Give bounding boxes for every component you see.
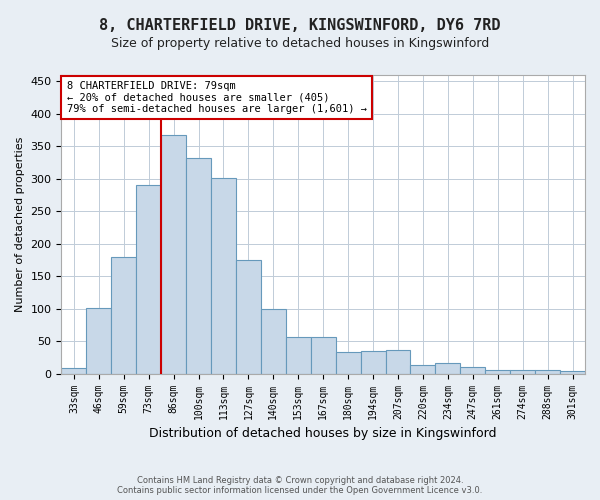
Bar	[261, 309, 286, 374]
Text: 8, CHARTERFIELD DRIVE, KINGSWINFORD, DY6 7RD: 8, CHARTERFIELD DRIVE, KINGSWINFORD, DY6…	[99, 18, 501, 32]
Y-axis label: Number of detached properties: Number of detached properties	[15, 136, 25, 312]
Bar	[236, 260, 261, 374]
Text: Size of property relative to detached houses in Kingswinford: Size of property relative to detached ho…	[111, 38, 489, 51]
Bar	[61, 368, 86, 374]
Bar	[136, 186, 161, 374]
Bar	[86, 308, 111, 374]
Bar	[510, 370, 535, 374]
X-axis label: Distribution of detached houses by size in Kingswinford: Distribution of detached houses by size …	[149, 427, 497, 440]
Bar	[386, 350, 410, 374]
Bar	[335, 352, 361, 374]
Bar	[410, 366, 436, 374]
Bar	[286, 336, 311, 374]
Text: 8 CHARTERFIELD DRIVE: 79sqm
← 20% of detached houses are smaller (405)
79% of se: 8 CHARTERFIELD DRIVE: 79sqm ← 20% of det…	[67, 81, 367, 114]
Bar	[535, 370, 560, 374]
Bar	[161, 136, 186, 374]
Text: Contains HM Land Registry data © Crown copyright and database right 2024.
Contai: Contains HM Land Registry data © Crown c…	[118, 476, 482, 495]
Bar	[361, 351, 386, 374]
Bar	[460, 367, 485, 374]
Bar	[436, 362, 460, 374]
Bar	[485, 370, 510, 374]
Bar	[111, 257, 136, 374]
Bar	[211, 178, 236, 374]
Bar	[186, 158, 211, 374]
Bar	[311, 336, 335, 374]
Bar	[560, 371, 585, 374]
